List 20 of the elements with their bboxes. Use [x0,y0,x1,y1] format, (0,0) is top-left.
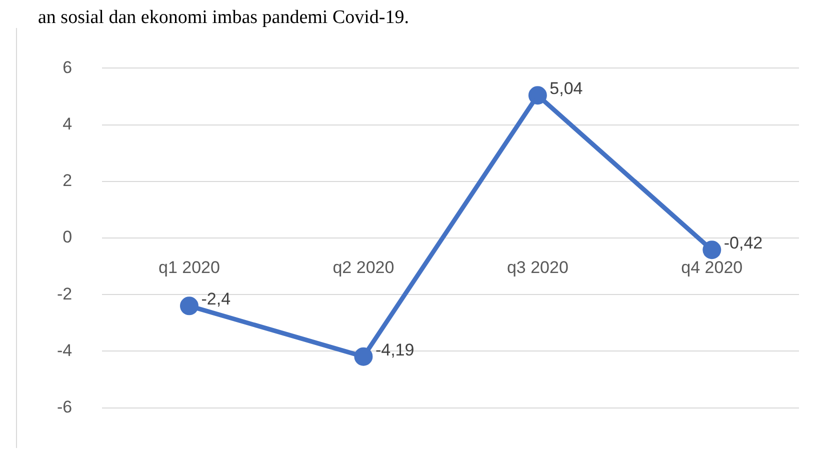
point [354,347,373,366]
y-tick-label: -4 [56,340,72,360]
data-label: 5,04 [550,79,583,98]
y-tick-label: -2 [56,284,72,304]
point [702,240,722,260]
point [528,86,547,105]
y-tick-label: 6 [62,58,72,77]
y-tick-label: 0 [62,228,72,247]
data-label: -2,4 [201,290,231,309]
x-tick-label: q1 2020 [158,258,220,277]
y-tick-label: -6 [56,397,72,416]
point [180,296,198,316]
x-tick-label: q4 2020 [681,258,743,277]
text: an sosial dan ekonomi imbas pandemi Covid-19. [38,7,410,28]
x-tick-label: q2 2020 [332,258,394,277]
y-tick-label: 4 [62,114,72,134]
x-tick-label: q3 2020 [506,258,568,277]
data-label: -4,19 [375,340,414,360]
data-label: -0,42 [724,234,763,253]
y-tick-label: 2 [62,171,72,190]
